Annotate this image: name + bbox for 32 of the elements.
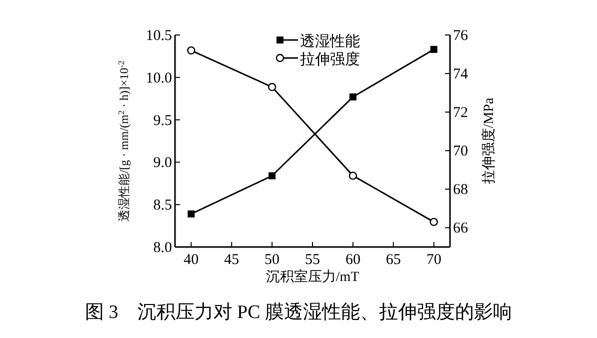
y2-axis-title: 拉伸强度/MPa xyxy=(481,97,497,184)
y2-tick-label: 68 xyxy=(453,182,468,198)
y2-tick-label: 72 xyxy=(453,105,468,122)
point xyxy=(187,46,196,55)
y2-tick-label: 74 xyxy=(453,66,468,83)
y-tick-label: 8.5 xyxy=(153,198,172,214)
caption: 图 3 沉积压力对 PC 膜透湿性能、拉伸强度的影响 xyxy=(85,301,512,323)
y2-tick-label: 70 xyxy=(453,144,468,160)
point xyxy=(188,210,195,218)
y-tick-label: 9.5 xyxy=(153,112,172,129)
point xyxy=(268,82,276,92)
x-tick-label: 45 xyxy=(224,252,240,268)
x-tick-label: 55 xyxy=(305,252,320,268)
point xyxy=(349,93,356,100)
x-tick-label: 70 xyxy=(426,252,442,268)
point xyxy=(430,46,438,53)
y2-tick-label: 66 xyxy=(453,220,468,237)
legend-label: 拉伸强度 xyxy=(300,51,360,68)
x-axis-title: 沉积室压力/mT xyxy=(266,269,360,285)
y-tick-label: 8.0 xyxy=(153,240,172,256)
x-tick-label: 50 xyxy=(264,252,280,268)
y-tick-label: 10.5 xyxy=(146,28,172,44)
y-tick-label: 9.0 xyxy=(153,155,172,172)
y2-tick-label: 76 xyxy=(453,28,468,44)
point xyxy=(348,172,358,180)
x-tick-label: 65 xyxy=(386,252,401,268)
legend-label: 透湿性能 xyxy=(300,33,360,50)
x-tick-label: 40 xyxy=(184,252,199,268)
point xyxy=(268,172,276,180)
y-tick-label: 10.0 xyxy=(146,70,172,86)
point xyxy=(430,218,438,226)
x-tick-label: 60 xyxy=(345,252,360,268)
